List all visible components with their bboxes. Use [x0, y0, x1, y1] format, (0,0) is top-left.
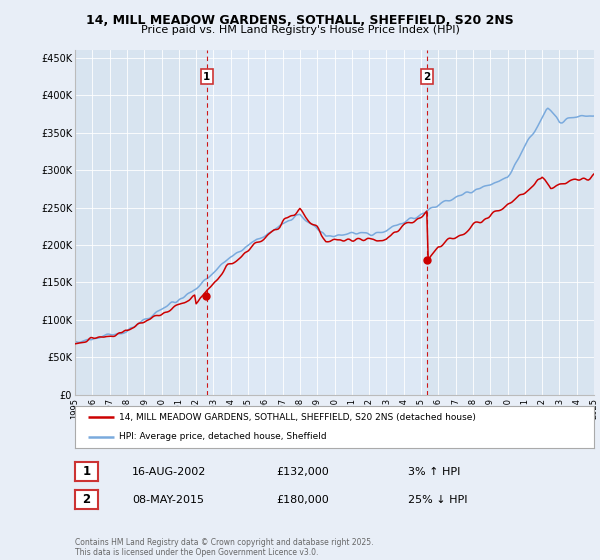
- Text: Price paid vs. HM Land Registry's House Price Index (HPI): Price paid vs. HM Land Registry's House …: [140, 25, 460, 35]
- Text: 1: 1: [203, 72, 211, 82]
- Text: 2: 2: [82, 493, 91, 506]
- Text: 2: 2: [424, 72, 431, 82]
- Text: 08-MAY-2015: 08-MAY-2015: [132, 494, 204, 505]
- Text: 25% ↓ HPI: 25% ↓ HPI: [408, 494, 467, 505]
- Text: HPI: Average price, detached house, Sheffield: HPI: Average price, detached house, Shef…: [119, 432, 327, 441]
- Text: 14, MILL MEADOW GARDENS, SOTHALL, SHEFFIELD, S20 2NS: 14, MILL MEADOW GARDENS, SOTHALL, SHEFFI…: [86, 14, 514, 27]
- Text: £180,000: £180,000: [276, 494, 329, 505]
- Text: 14, MILL MEADOW GARDENS, SOTHALL, SHEFFIELD, S20 2NS (detached house): 14, MILL MEADOW GARDENS, SOTHALL, SHEFFI…: [119, 413, 476, 422]
- Text: £132,000: £132,000: [276, 466, 329, 477]
- Bar: [207, 50, 427, 395]
- Text: Contains HM Land Registry data © Crown copyright and database right 2025.
This d: Contains HM Land Registry data © Crown c…: [75, 538, 373, 557]
- Text: 3% ↑ HPI: 3% ↑ HPI: [408, 466, 460, 477]
- Text: 16-AUG-2002: 16-AUG-2002: [132, 466, 206, 477]
- Text: 1: 1: [82, 465, 91, 478]
